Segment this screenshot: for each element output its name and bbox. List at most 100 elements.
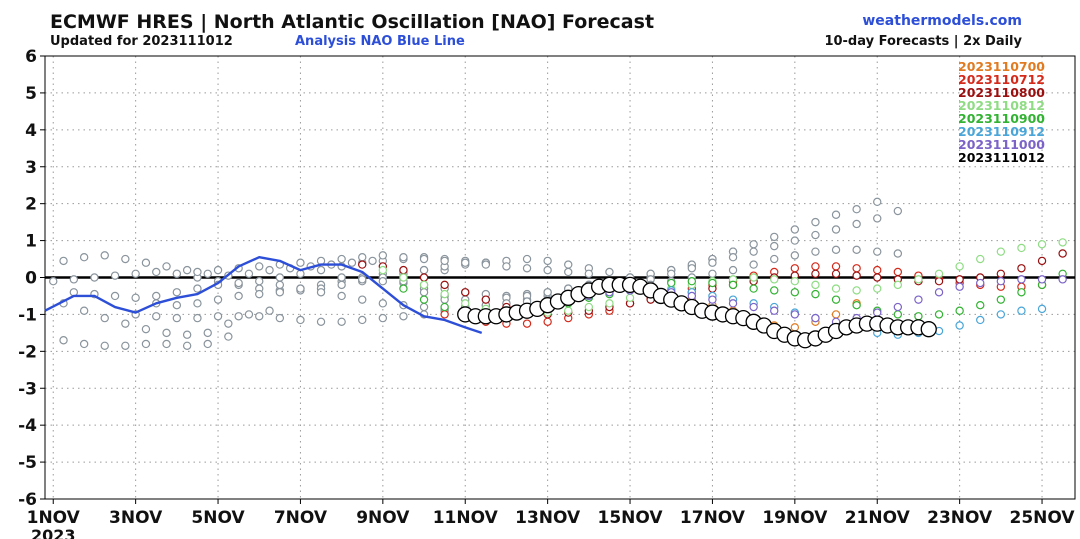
forecast-point <box>996 295 1006 304</box>
forecast-point <box>996 310 1006 319</box>
forecast-point <box>182 341 192 350</box>
forecast-point <box>419 302 429 312</box>
forecast-point <box>193 299 202 308</box>
forecast-point <box>275 288 285 297</box>
y-tick-label: 4 <box>25 121 37 141</box>
forecast-point <box>368 256 377 266</box>
forecast-point <box>255 276 264 286</box>
forecast-point <box>79 339 89 349</box>
forecast-point <box>152 291 161 301</box>
forecast-point <box>399 252 408 262</box>
forecast-point <box>100 251 109 260</box>
forecast-point <box>419 265 429 275</box>
forecast-point <box>976 254 985 264</box>
forecast-point <box>564 267 573 277</box>
forecast-point <box>244 310 254 319</box>
y-tick-label: -1 <box>18 305 37 325</box>
analysis-label: Analysis NAO Blue Line <box>295 34 465 49</box>
forecast-point <box>955 306 964 315</box>
legend-entry: 2023110800 <box>958 85 1045 100</box>
forecast-point <box>461 258 470 267</box>
forecast-point <box>316 265 326 275</box>
y-tick-label: -6 <box>18 490 37 510</box>
forecast-point <box>358 260 367 269</box>
x-tick-sublabel: 2023 <box>31 526 76 539</box>
forecast-point <box>831 295 841 304</box>
forecast-point <box>811 280 820 290</box>
forecast-point <box>234 312 243 321</box>
forecast-point <box>770 241 779 251</box>
forecast-point <box>121 319 130 328</box>
forecast-point <box>893 280 903 290</box>
y-tick-label: 2 <box>25 195 37 215</box>
forecast-point <box>976 300 985 310</box>
forecast-point <box>976 278 985 288</box>
forecast-point <box>873 284 882 293</box>
forecast-point <box>543 288 552 297</box>
forecast-point <box>749 273 758 282</box>
forecast-point <box>543 256 552 266</box>
x-tick-label: 5NOV <box>191 508 245 528</box>
forecast-point <box>224 332 233 341</box>
forecast-point <box>1037 275 1047 284</box>
y-tick-label: 5 <box>25 84 37 104</box>
forecast-point <box>275 273 285 282</box>
forecast-point <box>255 262 264 271</box>
forecast-point <box>625 293 635 303</box>
forecast-point <box>749 260 758 269</box>
legend-entry: 2023110712 <box>958 72 1045 87</box>
forecast-point <box>770 254 779 264</box>
forecast-point <box>543 265 552 275</box>
forecast-point <box>811 230 820 240</box>
forecast-point <box>358 295 367 304</box>
forecast-point <box>584 302 594 312</box>
site-link[interactable]: weathermodels.com <box>862 13 1022 29</box>
forecast-point <box>811 247 820 256</box>
forecast-point <box>831 210 841 219</box>
forecast-point <box>1017 264 1026 273</box>
forecast-point <box>955 282 964 291</box>
forecast-point <box>893 249 903 258</box>
forecast-point <box>59 336 68 345</box>
forecast-point <box>316 288 326 297</box>
forecast-point <box>749 302 758 312</box>
forecast-point <box>203 328 212 338</box>
forecast-point <box>811 289 820 299</box>
legend-entry: 2023110912 <box>958 124 1045 139</box>
forecast-point <box>141 339 151 349</box>
forecast-point <box>110 271 120 280</box>
forecast-point <box>213 295 223 304</box>
forecast-point <box>182 330 192 339</box>
forecast-point <box>193 284 202 293</box>
forecast-point <box>121 341 130 350</box>
forecast-point <box>914 295 923 304</box>
forecast-point <box>419 280 429 290</box>
forecast-point <box>79 306 89 315</box>
forecast-point <box>914 312 923 321</box>
forecast-point <box>358 275 367 284</box>
forecast-point <box>1017 275 1026 284</box>
forecast-point <box>213 265 223 275</box>
forecast-point <box>378 251 388 260</box>
forecast-point <box>852 300 861 310</box>
forecast-point <box>296 258 305 267</box>
forecast-point <box>605 299 614 308</box>
forecast-point <box>996 269 1006 279</box>
forecast-point <box>893 267 903 277</box>
forecast-point <box>790 236 800 245</box>
forecast-point <box>728 265 738 275</box>
forecast-point <box>852 205 861 214</box>
forecast-point <box>378 276 388 286</box>
forecast-point <box>522 319 532 328</box>
x-tick-label: 13NOV <box>515 508 581 528</box>
forecast-point <box>893 302 903 312</box>
forecast-point <box>440 302 449 312</box>
forecast-point <box>172 288 182 297</box>
forecast-point <box>522 254 532 264</box>
forecast-point <box>193 267 202 277</box>
forecast-point <box>790 323 800 332</box>
chart-title: ECMWF HRES | North Atlantic Oscillation … <box>50 11 655 33</box>
forecast-point <box>790 264 800 273</box>
forecast-point <box>811 217 820 227</box>
forecast-point <box>378 265 388 275</box>
